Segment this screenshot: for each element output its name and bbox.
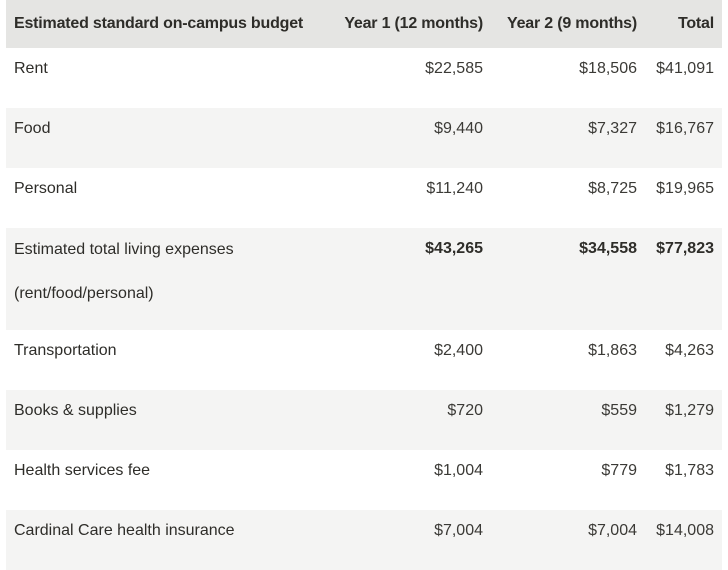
row-year2: $7,327 — [588, 120, 637, 137]
row-year2: $559 — [601, 402, 637, 419]
table-row-health-services-fee: Health services fee $1,004 $779 $1,783 — [6, 450, 722, 510]
budget-table: Estimated standard on-campus budget Year… — [6, 0, 722, 570]
table-row-cardinal-care: Cardinal Care health insurance $7,004 $7… — [6, 510, 722, 570]
row-year2: $7,004 — [588, 522, 637, 539]
row-total: $41,091 — [656, 60, 714, 77]
row-label: Health services fee — [14, 462, 151, 479]
table-row-personal: Personal $11,240 $8,725 $19,965 — [6, 168, 722, 228]
row-total: $19,965 — [656, 180, 714, 197]
row-label: Food — [14, 120, 51, 137]
row-total: $16,767 — [656, 120, 714, 137]
header-total: Total — [677, 15, 714, 32]
row-year2: $8,725 — [588, 180, 637, 197]
row-year1: $2,400 — [434, 342, 483, 359]
row-year1: $7,004 — [434, 522, 483, 539]
row-year1: $11,240 — [426, 180, 483, 197]
row-label: Cardinal Care health insurance — [14, 522, 235, 539]
row-year1: $720 — [447, 402, 483, 419]
header-item: Estimated standard on-campus budget — [14, 15, 304, 32]
row-total: $1,279 — [665, 402, 714, 419]
row-label: Estimated total living expenses (rent/fo… — [6, 228, 328, 330]
row-total: $14,008 — [656, 522, 714, 539]
table-row-food: Food $9,440 $7,327 $16,767 — [6, 108, 722, 168]
row-label-line1: Estimated total living expenses — [14, 241, 234, 258]
row-year2: $18,506 — [579, 60, 637, 77]
header-year1: Year 1 (12 months) — [344, 15, 483, 32]
row-year1: $43,265 — [425, 240, 483, 257]
row-label-line2: (rent/food/personal) — [14, 285, 154, 302]
header-year2: Year 2 (9 months) — [507, 15, 637, 32]
row-year2: $1,863 — [588, 342, 637, 359]
row-label: Personal — [14, 180, 78, 197]
table-row-rent: Rent $22,585 $18,506 $41,091 — [6, 48, 722, 108]
row-year2: $779 — [601, 462, 637, 479]
row-year1: $1,004 — [434, 462, 483, 479]
row-label: Rent — [14, 60, 48, 77]
row-label: Transportation — [14, 342, 117, 359]
row-label: Books & supplies — [14, 402, 137, 419]
row-total: $4,263 — [665, 342, 714, 359]
table-row-total-living-expenses: Estimated total living expenses (rent/fo… — [6, 228, 722, 330]
row-total: $1,783 — [665, 462, 714, 479]
table-row-transportation: Transportation $2,400 $1,863 $4,263 — [6, 330, 722, 390]
row-year1: $9,440 — [434, 120, 483, 137]
row-total: $77,823 — [656, 240, 714, 257]
table-header-row: Estimated standard on-campus budget Year… — [6, 0, 722, 48]
row-year1: $22,585 — [425, 60, 483, 77]
row-year2: $34,558 — [579, 240, 637, 257]
table-row-books-supplies: Books & supplies $720 $559 $1,279 — [6, 390, 722, 450]
